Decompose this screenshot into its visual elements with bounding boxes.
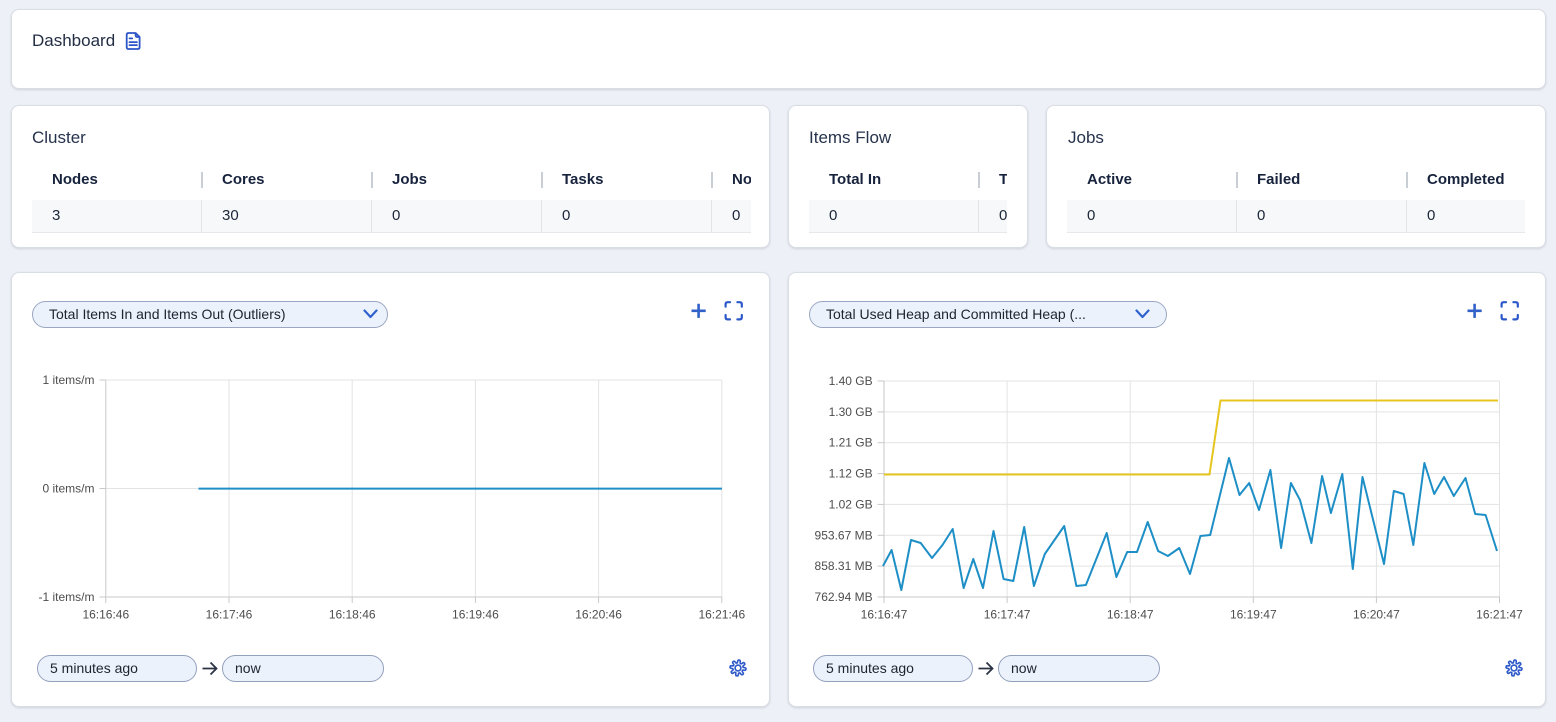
svg-text:-1 items/m: -1 items/m — [38, 590, 94, 604]
svg-text:0 items/m: 0 items/m — [42, 482, 94, 496]
svg-text:1.40 GB: 1.40 GB — [829, 374, 873, 388]
svg-text:953.67 MB: 953.67 MB — [815, 528, 873, 542]
svg-text:1.02 GB: 1.02 GB — [829, 497, 873, 511]
svg-text:762.94 MB: 762.94 MB — [815, 590, 873, 604]
svg-text:16:19:47: 16:19:47 — [1230, 608, 1277, 622]
svg-text:858.31 MB: 858.31 MB — [815, 559, 873, 573]
svg-text:16:21:47: 16:21:47 — [1476, 608, 1523, 622]
svg-text:1 items/m: 1 items/m — [42, 373, 94, 387]
svg-text:1.12 GB: 1.12 GB — [829, 467, 873, 481]
svg-text:1.30 GB: 1.30 GB — [829, 405, 873, 419]
svg-text:16:16:47: 16:16:47 — [861, 608, 908, 622]
svg-text:16:21:46: 16:21:46 — [698, 608, 745, 622]
svg-text:16:20:46: 16:20:46 — [575, 608, 622, 622]
svg-text:16:19:46: 16:19:46 — [452, 608, 499, 622]
svg-text:16:20:47: 16:20:47 — [1353, 608, 1400, 622]
svg-text:16:16:46: 16:16:46 — [82, 608, 129, 622]
svg-text:16:18:46: 16:18:46 — [329, 608, 376, 622]
svg-text:16:18:47: 16:18:47 — [1107, 608, 1154, 622]
svg-text:16:17:46: 16:17:46 — [206, 608, 253, 622]
svg-text:16:17:47: 16:17:47 — [984, 608, 1031, 622]
svg-text:1.21 GB: 1.21 GB — [829, 436, 873, 450]
